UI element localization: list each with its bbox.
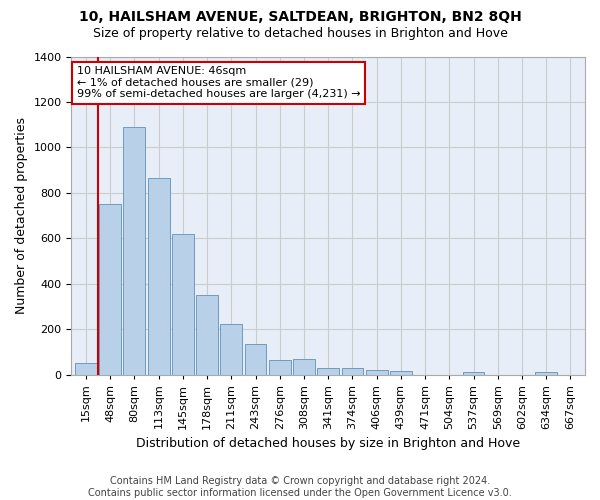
Bar bbox=[390, 372, 412, 374]
Bar bbox=[293, 358, 315, 374]
Bar bbox=[463, 372, 484, 374]
Bar bbox=[245, 344, 266, 374]
Text: Size of property relative to detached houses in Brighton and Hove: Size of property relative to detached ho… bbox=[92, 28, 508, 40]
Bar bbox=[535, 372, 557, 374]
Text: Contains HM Land Registry data © Crown copyright and database right 2024.
Contai: Contains HM Land Registry data © Crown c… bbox=[88, 476, 512, 498]
Bar bbox=[172, 234, 194, 374]
Text: 10 HAILSHAM AVENUE: 46sqm
← 1% of detached houses are smaller (29)
99% of semi-d: 10 HAILSHAM AVENUE: 46sqm ← 1% of detach… bbox=[77, 66, 360, 99]
Bar bbox=[220, 324, 242, 374]
Bar bbox=[75, 364, 97, 374]
Y-axis label: Number of detached properties: Number of detached properties bbox=[15, 117, 28, 314]
Bar bbox=[99, 204, 121, 374]
Bar bbox=[124, 127, 145, 374]
Bar bbox=[341, 368, 364, 374]
Bar bbox=[148, 178, 170, 374]
X-axis label: Distribution of detached houses by size in Brighton and Hove: Distribution of detached houses by size … bbox=[136, 437, 520, 450]
Bar bbox=[366, 370, 388, 374]
Bar bbox=[317, 368, 339, 374]
Bar bbox=[196, 295, 218, 374]
Text: 10, HAILSHAM AVENUE, SALTDEAN, BRIGHTON, BN2 8QH: 10, HAILSHAM AVENUE, SALTDEAN, BRIGHTON,… bbox=[79, 10, 521, 24]
Bar bbox=[269, 360, 290, 374]
